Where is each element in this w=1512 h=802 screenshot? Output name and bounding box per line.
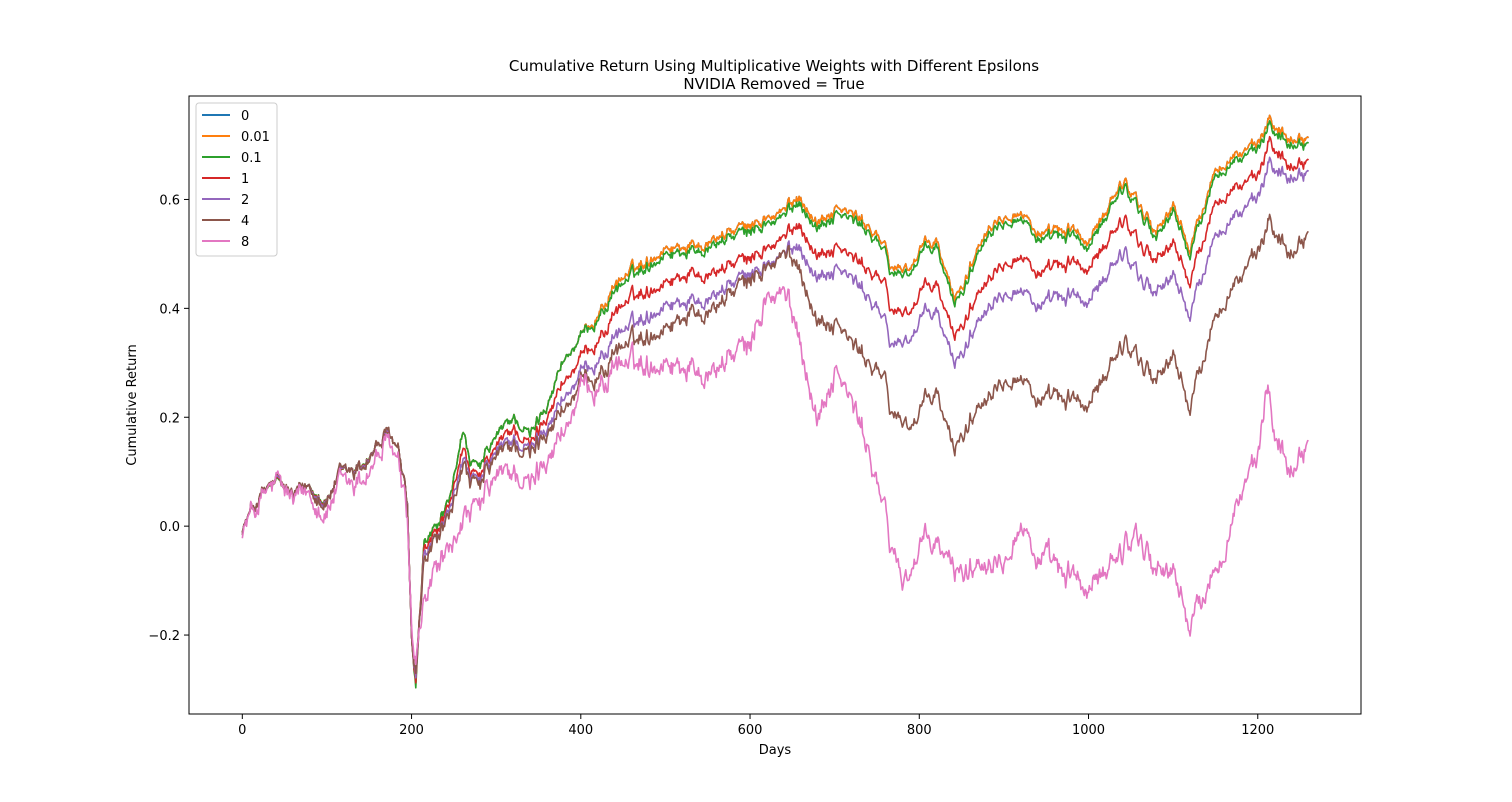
x-tick-label: 800 bbox=[907, 723, 932, 738]
x-tick-label: 200 bbox=[399, 723, 424, 738]
x-axis-title: Days bbox=[759, 743, 792, 758]
y-tick-label: 0.2 bbox=[159, 411, 180, 426]
legend-label-0.1: 0.1 bbox=[241, 151, 262, 166]
y-tick-label: 0.0 bbox=[159, 520, 180, 535]
y-axis-title: Cumulative Return bbox=[125, 344, 140, 465]
x-tick-label: 0 bbox=[238, 723, 246, 738]
x-tick-label: 1000 bbox=[1072, 723, 1105, 738]
legend-label-1: 1 bbox=[241, 172, 249, 187]
x-axis: 0 200 400 600 800 1000 1200 bbox=[238, 714, 1274, 738]
y-tick-label: −0.2 bbox=[148, 629, 180, 644]
legend-label-2: 2 bbox=[241, 193, 249, 208]
y-axis: −0.2 0.0 0.2 0.4 0.6 bbox=[148, 193, 189, 644]
legend-label-4: 4 bbox=[241, 214, 249, 229]
legend-label-8: 8 bbox=[241, 235, 249, 250]
series-line-8 bbox=[241, 286, 1309, 666]
series-line-4 bbox=[241, 213, 1309, 675]
chart-subtitle: NVIDIA Removed = True bbox=[683, 75, 864, 93]
y-tick-label: 0.6 bbox=[159, 193, 180, 208]
legend: 0 0.01 0.1 1 2 4 8 bbox=[195, 102, 278, 257]
series-layer bbox=[241, 114, 1310, 689]
legend-label-0.01: 0.01 bbox=[241, 130, 270, 145]
x-tick-label: 1200 bbox=[1241, 723, 1274, 738]
x-tick-label: 400 bbox=[568, 723, 593, 738]
legend-box bbox=[195, 102, 278, 257]
chart-title: Cumulative Return Using Multiplicative W… bbox=[509, 57, 1039, 75]
y-tick-label: 0.4 bbox=[159, 302, 180, 317]
axes-frame bbox=[188, 95, 1362, 715]
x-tick-label: 600 bbox=[738, 723, 763, 738]
legend-label-0: 0 bbox=[241, 109, 249, 124]
